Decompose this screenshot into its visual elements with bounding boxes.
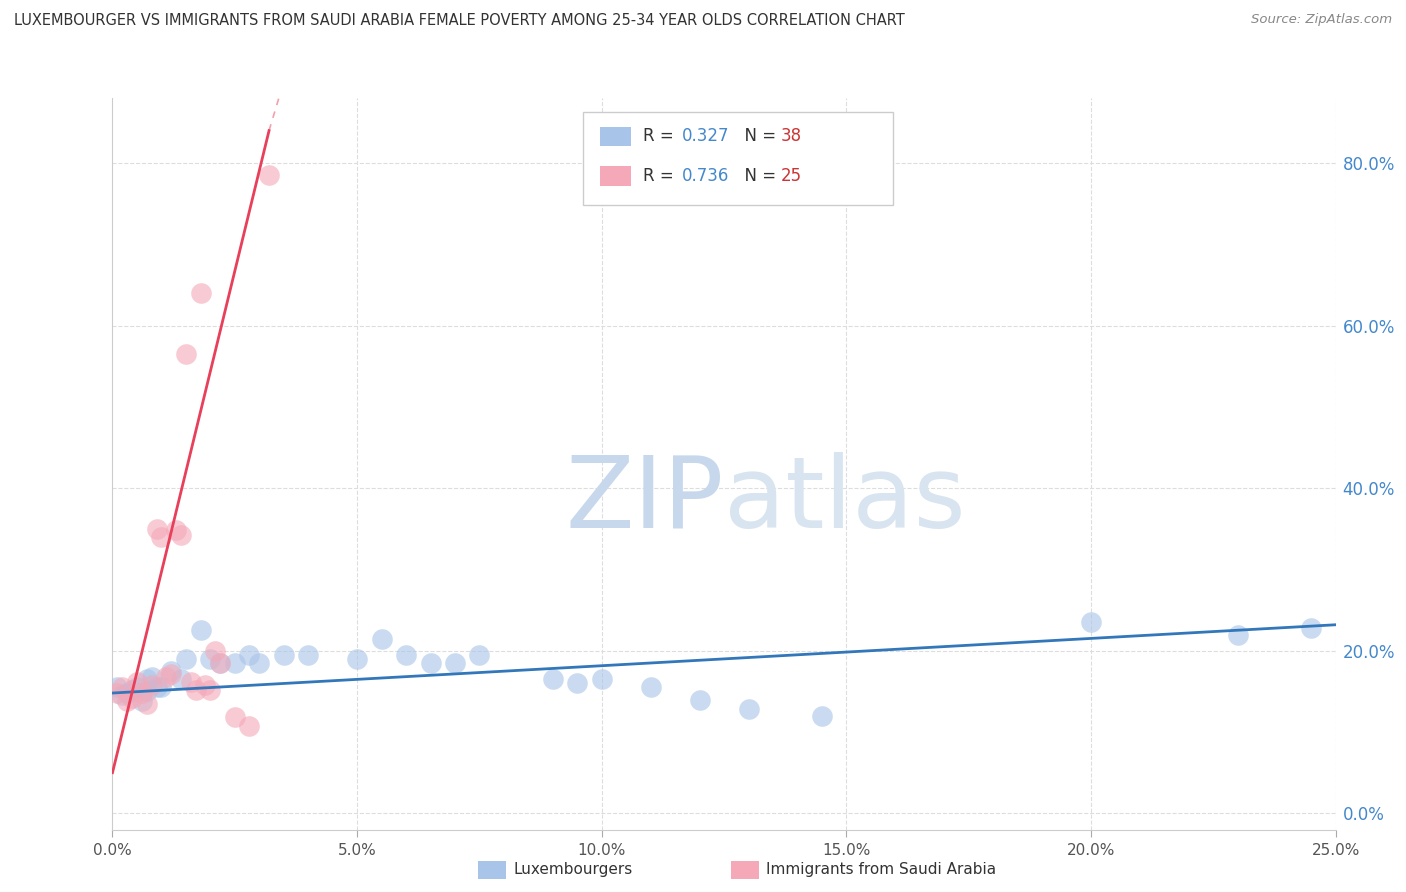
- Point: [444, 656, 467, 670]
- Point: [131, 686, 153, 700]
- Point: [131, 694, 153, 708]
- Point: [468, 648, 491, 662]
- Text: R =: R =: [643, 167, 679, 185]
- Text: 38: 38: [780, 128, 801, 145]
- Point: [141, 670, 163, 684]
- Point: [160, 664, 183, 678]
- Point: [180, 674, 202, 689]
- Point: [184, 682, 207, 697]
- Point: [170, 672, 193, 686]
- Text: atlas: atlas: [724, 452, 966, 549]
- Text: N =: N =: [734, 167, 782, 185]
- Text: 25: 25: [780, 167, 801, 185]
- Point: [811, 708, 834, 723]
- Point: [190, 286, 212, 301]
- Point: [121, 682, 143, 697]
- Point: [190, 624, 212, 638]
- Point: [209, 656, 232, 670]
- Point: [160, 666, 183, 681]
- Point: [209, 656, 232, 670]
- Point: [541, 672, 564, 686]
- Point: [224, 656, 246, 670]
- Point: [591, 672, 613, 686]
- Point: [1080, 615, 1102, 630]
- Point: [395, 648, 418, 662]
- Point: [105, 686, 128, 700]
- Point: [419, 656, 441, 670]
- Text: 0.736: 0.736: [682, 167, 730, 185]
- Text: ZIP: ZIP: [565, 452, 724, 549]
- Point: [135, 672, 157, 686]
- Point: [150, 681, 173, 695]
- Point: [238, 648, 260, 662]
- Point: [145, 681, 167, 695]
- Point: [111, 681, 134, 695]
- Point: [346, 652, 368, 666]
- Point: [689, 692, 711, 706]
- Point: [145, 522, 167, 536]
- Point: [150, 530, 173, 544]
- Point: [141, 678, 163, 692]
- Point: [200, 652, 222, 666]
- Point: [640, 681, 662, 695]
- Text: LUXEMBOURGER VS IMMIGRANTS FROM SAUDI ARABIA FEMALE POVERTY AMONG 25-34 YEAR OLD: LUXEMBOURGER VS IMMIGRANTS FROM SAUDI AR…: [14, 13, 905, 29]
- Text: Immigrants from Saudi Arabia: Immigrants from Saudi Arabia: [766, 863, 997, 877]
- Text: Luxembourgers: Luxembourgers: [513, 863, 633, 877]
- Point: [194, 678, 217, 692]
- Point: [238, 718, 260, 732]
- Point: [125, 674, 148, 689]
- Point: [111, 689, 134, 703]
- Point: [247, 656, 270, 670]
- Point: [135, 697, 157, 711]
- Point: [155, 670, 177, 684]
- Point: [200, 682, 222, 697]
- Point: [165, 524, 187, 538]
- Point: [174, 652, 197, 666]
- Point: [297, 648, 319, 662]
- Point: [737, 702, 759, 716]
- Point: [121, 690, 143, 705]
- Point: [224, 710, 246, 724]
- Point: [1226, 627, 1249, 641]
- Point: [204, 644, 226, 658]
- Text: R =: R =: [643, 128, 679, 145]
- Point: [115, 686, 138, 700]
- Point: [105, 681, 128, 695]
- Point: [174, 347, 197, 361]
- Text: N =: N =: [734, 128, 782, 145]
- Text: 0.327: 0.327: [682, 128, 730, 145]
- Point: [273, 648, 295, 662]
- Point: [170, 528, 193, 542]
- Point: [567, 676, 589, 690]
- Point: [115, 694, 138, 708]
- Point: [125, 681, 148, 695]
- Text: Source: ZipAtlas.com: Source: ZipAtlas.com: [1251, 13, 1392, 27]
- Point: [370, 632, 392, 646]
- Point: [257, 169, 280, 183]
- Point: [135, 684, 157, 698]
- Point: [1301, 621, 1323, 635]
